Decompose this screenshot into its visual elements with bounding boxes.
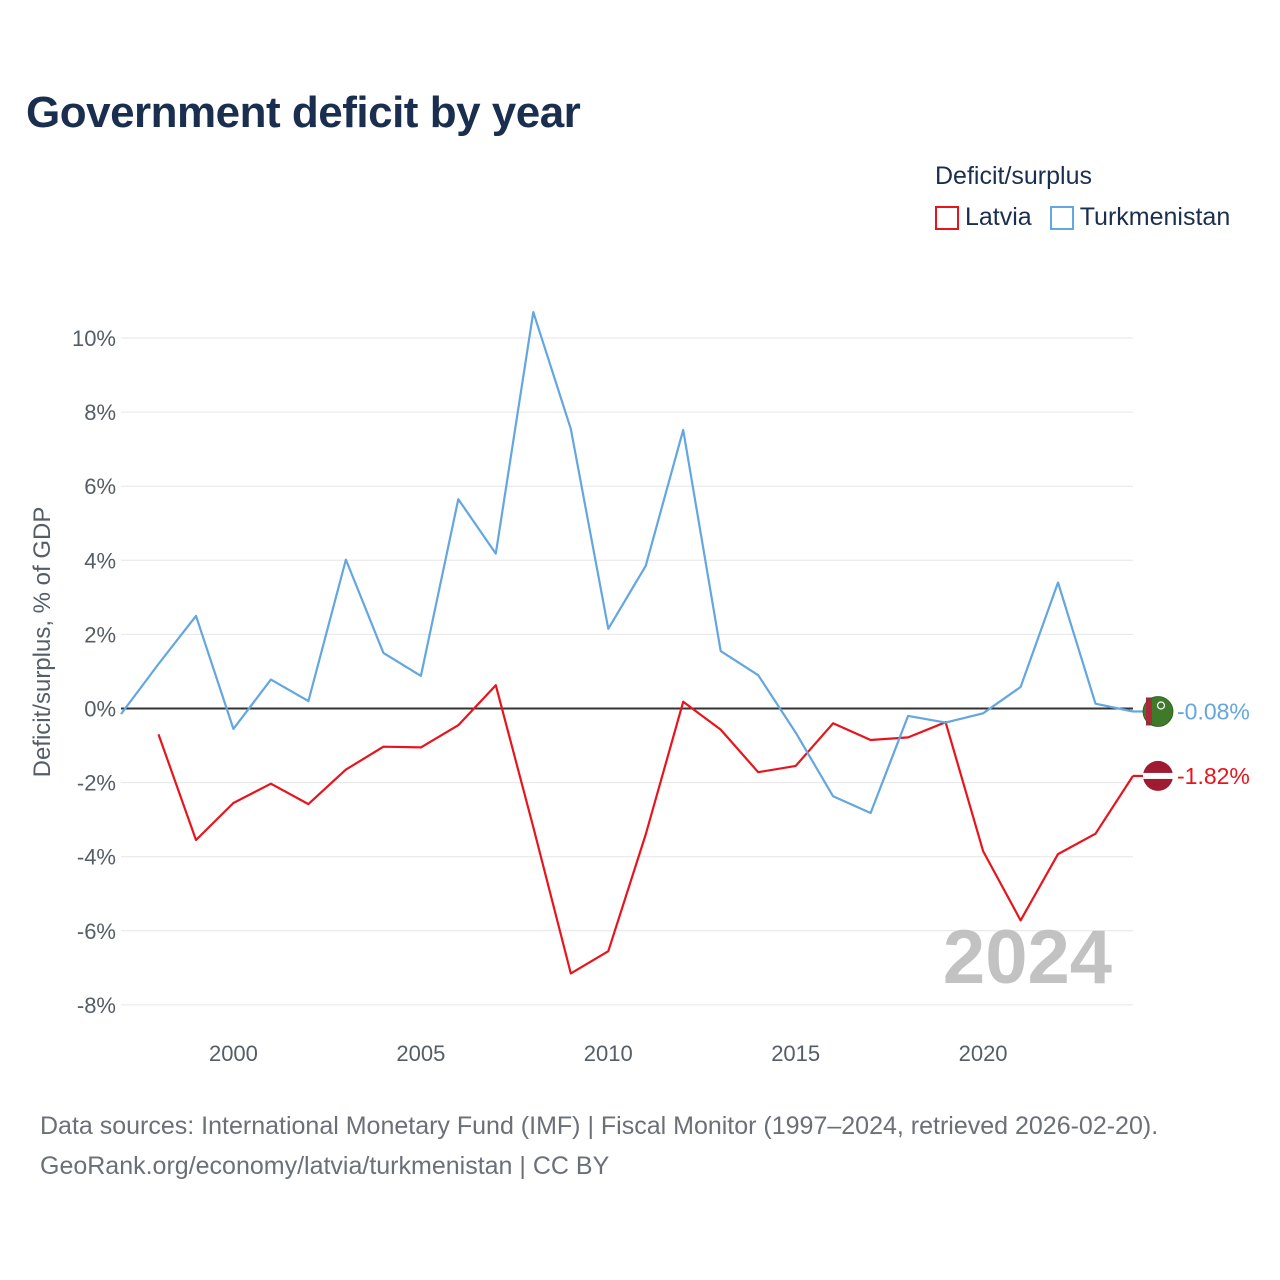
series-line-latvia[interactable] [157, 684, 1134, 975]
y-axis-label: Deficit/surplus, % of GDP [29, 507, 56, 778]
y-tick-label: 2% [84, 622, 116, 647]
x-tick-label: 2020 [959, 1041, 1008, 1066]
y-tick-label: 6% [84, 474, 116, 499]
x-tick-label: 2005 [396, 1041, 445, 1066]
flag-icon-turkmenistan [1142, 696, 1174, 727]
y-tick-label: 8% [84, 400, 116, 425]
flag-icon-latvia [1143, 760, 1173, 791]
legend-item-turkmenistan[interactable]: Turkmenistan [1049, 203, 1231, 232]
y-axis-ticks: 10% 8% 6% 4% 2% 0% -2% -4% -6% -8% [72, 326, 116, 1018]
x-tick-label: 2010 [584, 1041, 633, 1066]
y-tick-label: 0% [84, 697, 116, 722]
legend-item-latvia[interactable]: Latvia [935, 203, 1032, 232]
end-value-label-latvia: -1.82% [1177, 763, 1250, 789]
footer: Data sources: International Monetary Fun… [40, 1106, 1158, 1186]
series-line-turkmenistan[interactable] [120, 311, 1134, 815]
line-chart: 10%8%6%4%2%0%-2%-4%-6%-8% 2000 2005 2010 20… [29, 311, 1250, 1066]
current-year-label: 2024 [943, 915, 1112, 1000]
data-source-note: Data sources: International Monetary Fun… [40, 1112, 1159, 1140]
legend-label-latvia: Latvia [965, 203, 1032, 231]
y-tick-label: -8% [77, 993, 116, 1018]
x-tick-label: 2015 [771, 1041, 820, 1066]
legend-swatch-latvia [935, 205, 959, 230]
y-tick-label: -6% [77, 919, 116, 944]
y-tick-label: 4% [84, 548, 116, 573]
source-link[interactable]: GeoRank.org/economy/latvia/turkmenistan … [40, 1152, 610, 1180]
legend: Deficit/surplus Latvia Turkmenistan [935, 162, 1255, 232]
x-tick-label: 2000 [209, 1041, 258, 1066]
legend-swatch-turkmenistan [1049, 205, 1074, 230]
legend-title: Deficit/surplus [935, 162, 1092, 190]
end-markers: -1.82% -0.08% [1133, 696, 1250, 791]
end-value-label-turkmenistan: -0.08% [1177, 698, 1250, 724]
chart-title: Government deficit by year [26, 88, 581, 137]
y-tick-label: -4% [77, 845, 116, 870]
series-lines [120, 311, 1134, 975]
x-axis-ticks: 2000 2005 2010 2015 2020 [209, 1041, 1008, 1066]
y-tick-label: -2% [77, 771, 116, 796]
legend-label-turkmenistan: Turkmenistan [1079, 203, 1231, 231]
gridlines [121, 337, 1133, 1006]
y-tick-label: 10% [72, 326, 116, 351]
